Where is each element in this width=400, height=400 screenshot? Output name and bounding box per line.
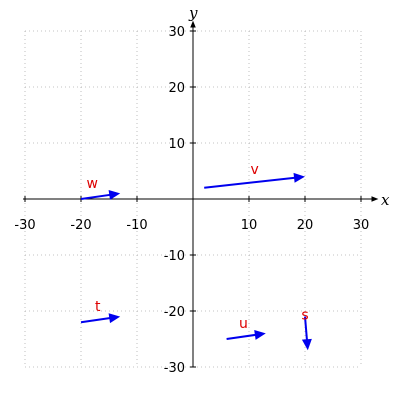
vector-arrowhead	[301, 338, 312, 351]
vectors: v w t u s	[80, 162, 312, 351]
vector-arrowhead	[254, 330, 266, 340]
vector-label: v	[250, 162, 258, 178]
vector-arrowhead	[108, 313, 121, 324]
vector-label: w	[86, 176, 97, 192]
vector-v: v	[204, 162, 305, 189]
vector-shaft	[226, 333, 257, 340]
y-tick-label: 30	[168, 25, 185, 40]
vector-shaft	[80, 317, 111, 324]
vector-label: s	[301, 307, 308, 323]
vector-t: t	[80, 299, 121, 324]
x-tick-label: 10	[241, 218, 258, 233]
vector-label: t	[95, 299, 101, 315]
x-tick-label: -10	[126, 218, 147, 233]
x-tick-label: -30	[14, 218, 35, 233]
axes	[23, 20, 379, 367]
y-tick-label: -10	[164, 249, 185, 264]
vector-w: w	[80, 176, 121, 200]
x-axis-label: x	[381, 191, 390, 209]
vector-shaft	[304, 316, 308, 341]
ticks: -30 -20 -10 10 20 30 -30 -20 -10 10 20 30	[14, 25, 369, 376]
x-tick-label: 20	[297, 218, 314, 233]
y-tick-label: -20	[164, 305, 185, 320]
vector-shaft	[80, 193, 111, 200]
y-tick-label: -30	[164, 361, 185, 376]
vector-arrowhead	[293, 172, 305, 183]
x-tick-label: -20	[70, 218, 91, 233]
vector-s: s	[301, 307, 312, 351]
y-axis-label: y	[188, 4, 198, 22]
y-tick-label: 10	[168, 137, 185, 152]
vector-label: u	[239, 316, 248, 332]
vector-shaft	[204, 176, 296, 189]
y-tick-label: 20	[168, 81, 185, 96]
x-tick-label: 30	[353, 218, 370, 233]
vector-u: u	[226, 316, 266, 340]
vector-arrowhead	[108, 190, 121, 200]
